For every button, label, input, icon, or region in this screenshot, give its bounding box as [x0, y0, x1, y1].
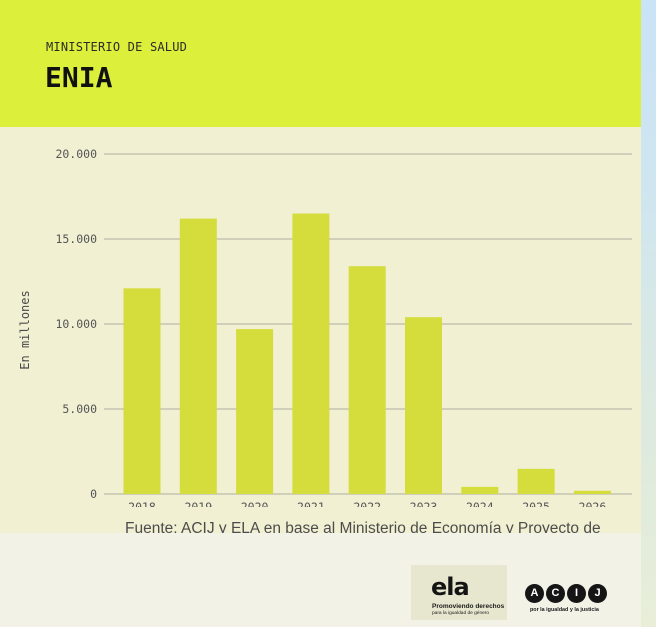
bar-2024: [461, 486, 499, 494]
y-tick-label: 20.000: [55, 147, 97, 161]
y-axis-label: En millones: [18, 290, 32, 369]
ela-logo-mark: ela: [431, 573, 470, 601]
x-tick-label-2024: 2024: [466, 500, 494, 507]
x-tick-label-2019: 2019: [184, 500, 212, 507]
bar-2026: [573, 490, 611, 494]
acij-letter-c: C: [546, 584, 565, 603]
x-tick-label-2021: 2021: [297, 500, 325, 507]
ela-tagline-1: Promoviendo derechos: [432, 603, 505, 610]
y-tick-label: 0: [90, 487, 97, 501]
acij-letter-i: I: [567, 584, 586, 603]
header-banner: MINISTERIO DE SALUD ENIA: [0, 0, 641, 127]
bar-2023: [405, 317, 442, 494]
x-axis-ticks: 2018 2019 2020 2021 2022 2023 2024 2025 2026: [128, 500, 606, 507]
x-tick-label-2025: 2025: [522, 500, 550, 507]
bar-2025: [517, 468, 555, 494]
x-tick-label-2020: 2020: [241, 500, 269, 507]
footer-band: [0, 533, 641, 627]
x-tick-label-2023: 2023: [410, 500, 438, 507]
acij-logo: A C I J: [525, 584, 607, 603]
ela-tagline-2: para la igualdad de género: [432, 611, 490, 616]
y-tick-label: 15.000: [55, 232, 97, 246]
y-tick-label: 5.000: [62, 402, 97, 416]
bar-2018: [123, 288, 161, 494]
bar-2022: [348, 266, 386, 494]
bar-chart: 0 5.000 10.000 15.000 20.000 2018 2019 2020 202…: [18, 147, 632, 507]
x-tick-label-2018: 2018: [128, 500, 156, 507]
bar-2019: [179, 218, 217, 494]
ela-logo: ela Promoviendo derechos para la igualda…: [411, 565, 507, 620]
y-axis-ticks: 0 5.000 10.000 15.000 20.000: [55, 147, 97, 501]
bars: [123, 213, 611, 494]
y-tick-label: 10.000: [55, 317, 97, 331]
acij-tagline: por la igualdad y la justicia: [530, 607, 599, 613]
x-tick-label-2022: 2022: [353, 500, 381, 507]
right-edge-gradient: [641, 0, 656, 627]
chart-title: ENIA: [45, 61, 113, 94]
x-tick-label-2026: 2026: [579, 500, 607, 507]
bar-2020: [236, 329, 274, 494]
organization-label: MINISTERIO DE SALUD: [46, 40, 188, 54]
bar-2021: [292, 213, 330, 494]
acij-letter-a: A: [525, 584, 544, 603]
acij-letter-j: J: [588, 584, 607, 603]
